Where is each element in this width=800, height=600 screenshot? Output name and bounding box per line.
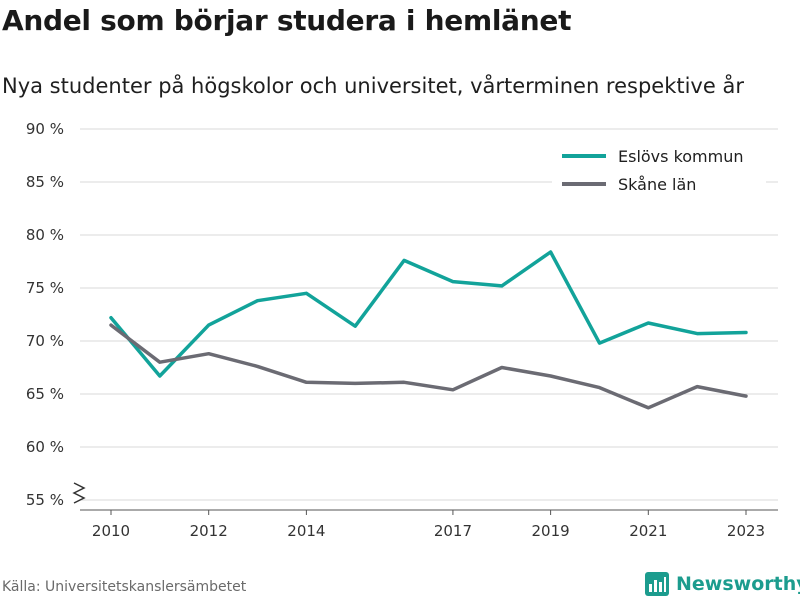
y-tick-label: 85 % xyxy=(26,173,64,191)
legend-label: Skåne län xyxy=(618,175,696,194)
series-line-0 xyxy=(109,250,748,378)
legend-background xyxy=(552,138,766,200)
x-tick-label: 2023 xyxy=(727,522,765,540)
axes: 55 % 60 % 65 % 70 % 75 % 80 % 85 % 90 % 2010 2012… xyxy=(26,120,778,540)
y-tick-label: 60 % xyxy=(26,438,64,456)
newsworthy-logo: Newsworthy xyxy=(644,570,800,598)
y-tick-label: 80 % xyxy=(26,226,64,244)
x-tick-label: 2012 xyxy=(190,522,228,540)
chart-title: Andel som börjar studera i hemlänet xyxy=(2,4,572,37)
newsworthy-logo-icon xyxy=(645,572,669,596)
newsworthy-logo-text: Newsworthy xyxy=(676,573,800,595)
source-note: Källa: Universitetskanslersämbetet xyxy=(2,579,247,595)
series-lines xyxy=(109,250,748,410)
legend-label: Eslövs kommun xyxy=(618,147,744,166)
x-tick-label: 2021 xyxy=(629,522,667,540)
y-tick-label: 70 % xyxy=(26,332,64,350)
chart-subtitle: Nya studenter på högskolor och universit… xyxy=(2,74,744,98)
y-tick-label: 65 % xyxy=(26,385,64,403)
y-tick-label: 55 % xyxy=(26,491,64,509)
legend: Eslövs kommun Skåne län xyxy=(552,138,766,200)
x-tick-label: 2014 xyxy=(287,522,325,540)
x-tick-label: 2019 xyxy=(532,522,570,540)
y-tick-label: 75 % xyxy=(26,279,64,297)
axis-break-icon xyxy=(72,482,86,504)
x-tick-label: 2017 xyxy=(434,522,472,540)
x-tick-label: 2010 xyxy=(92,522,130,540)
series-line-1 xyxy=(109,323,748,410)
y-tick-label: 90 % xyxy=(26,120,64,138)
